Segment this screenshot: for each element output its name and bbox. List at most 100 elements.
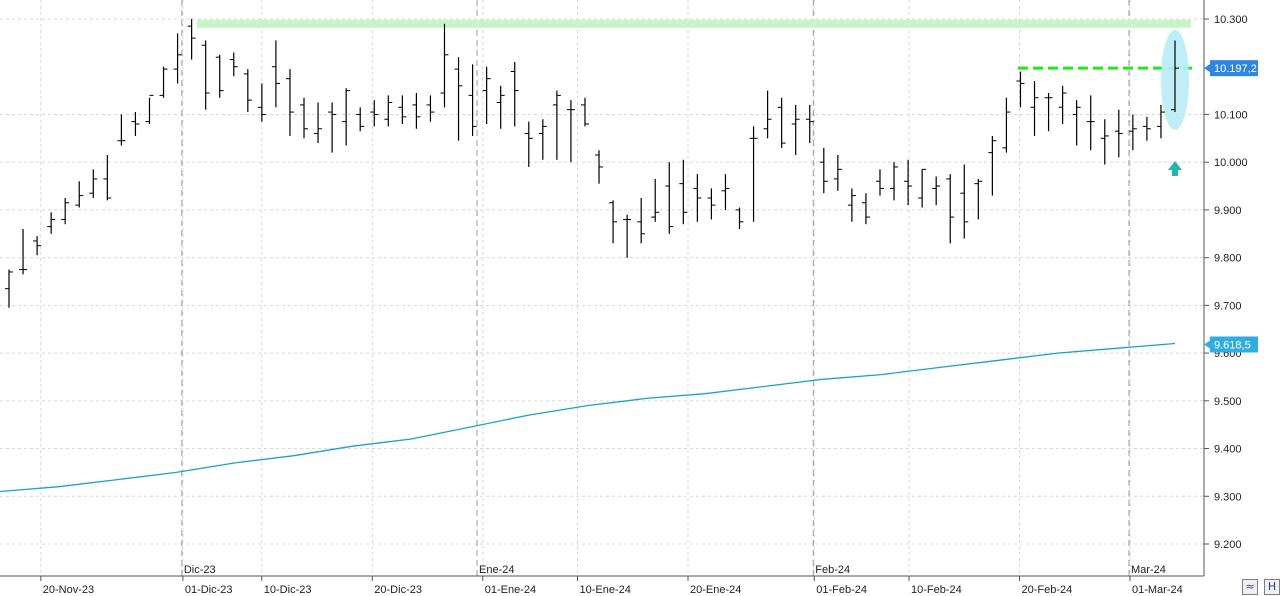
- ohlc-bar: [819, 147, 828, 194]
- ohlc-bar: [679, 159, 688, 225]
- grid: [0, 0, 1204, 576]
- ohlc-bar: [1114, 109, 1123, 158]
- month-label: Ene-24: [479, 564, 514, 576]
- y-axis: 10.30010.10010.0009.9009.8009.7009.6009.…: [1203, 0, 1248, 576]
- ohlc-bar: [47, 212, 56, 234]
- month-label: Dic-23: [184, 564, 216, 576]
- ohlc-bar: [707, 188, 716, 220]
- resistance-band: [197, 19, 1191, 28]
- ohlc-bar: [19, 229, 28, 275]
- ohlc-bar: [693, 174, 702, 222]
- ohlc-bar: [229, 52, 238, 77]
- ma-price-tag-pointer: [1204, 340, 1210, 349]
- ohlc-bar: [173, 33, 182, 84]
- ohlc-bar: [932, 176, 941, 206]
- ohlc-bar: [370, 100, 379, 127]
- y-tick-label: 10.000: [1214, 157, 1248, 169]
- ma-line: [0, 342, 1176, 493]
- y-tick-label: 9.500: [1214, 396, 1242, 408]
- ohlc-bar: [1100, 119, 1109, 165]
- ohlc-bar: [1128, 114, 1137, 151]
- ohlc-bar: [538, 119, 547, 160]
- ohlc-bar: [974, 178, 983, 220]
- ohlc-bar: [384, 95, 393, 127]
- ohlc-bar: [5, 269, 13, 308]
- ohlc-bar: [735, 207, 744, 229]
- last-price-tag-pointer: [1204, 64, 1210, 73]
- wave-icon[interactable]: ≈: [1242, 579, 1258, 595]
- ohlc-bar: [33, 236, 42, 256]
- ohlc-bar: [285, 69, 294, 136]
- x-tick-label: 20-Ene-24: [690, 584, 741, 596]
- ohlc-bar: [131, 112, 140, 136]
- ohlc-bar: [1142, 116, 1151, 141]
- ohlc-bar: [243, 69, 252, 113]
- ohlc-bar: [904, 159, 913, 206]
- month-label: Mar-24: [1131, 564, 1166, 576]
- ohlc-bar: [988, 135, 997, 196]
- ohlc-bar: [791, 104, 800, 156]
- x-tick-label: 01-Dic-23: [185, 584, 233, 596]
- ohlc-bar: [496, 85, 505, 129]
- ohlc-bar: [314, 102, 323, 144]
- x-tick-label: 01-Feb-24: [816, 584, 867, 596]
- ohlc-bar: [861, 193, 870, 225]
- ohlc-bar: [356, 107, 365, 132]
- ohlc-bar: [918, 168, 927, 208]
- ohlc-bar: [875, 169, 884, 196]
- ohlc-bar: [524, 121, 533, 167]
- ohlc-bar: [946, 174, 955, 244]
- ohlc-bar: [566, 100, 575, 163]
- ohlc-bar: [342, 88, 351, 146]
- y-tick-label: 9.900: [1214, 205, 1242, 217]
- ohlc-bar: [847, 188, 856, 222]
- ohlc-bar: [1171, 40, 1179, 113]
- y-tick-label: 9.300: [1214, 491, 1242, 503]
- ohlc-bar: [651, 178, 660, 222]
- ohlc-bar: [805, 104, 814, 144]
- ma-price-tag-text: 9.618,5: [1214, 340, 1251, 352]
- month-label: Feb-24: [815, 564, 850, 576]
- x-tick-label: 01-Ene-24: [485, 584, 536, 596]
- ohlc-bar: [777, 97, 786, 148]
- ohlc-bar: [271, 40, 280, 108]
- x-tick-label: 20-Dic-23: [374, 584, 422, 596]
- ohlc-bar: [1072, 100, 1081, 146]
- ohlc-bar: [960, 164, 969, 239]
- ohlc-bar: [440, 23, 449, 108]
- last-price-tag-bg: [1210, 60, 1258, 77]
- x-tick-label: 20-Nov-23: [43, 584, 94, 596]
- ohlc-bar: [103, 155, 112, 201]
- ohlc-bar: [749, 126, 758, 222]
- ohlc-bar: [159, 66, 168, 98]
- ma-price-tag: 9.618,5: [1204, 336, 1258, 353]
- ohlc-bar: [426, 95, 435, 122]
- x-tick-label: 10-Dic-23: [264, 584, 312, 596]
- ohlc-bar: [623, 214, 632, 258]
- month-separators: [181, 0, 1130, 576]
- ohlc-bar: [833, 155, 842, 191]
- price-tags: 10.197,2 9.618,5: [1204, 60, 1258, 353]
- ohlc-bar: [1156, 104, 1165, 139]
- x-axis: 20-Nov-23 01-Dic-23 10-Dic-23 20-Dic-23 01-E…: [0, 564, 1204, 596]
- y-tick-label: 9.400: [1214, 444, 1242, 456]
- ohlc-bar: [665, 162, 674, 234]
- ohlc-bar: [1086, 95, 1095, 151]
- ohlc-bar: [609, 200, 618, 244]
- ohlc-bar: [468, 64, 477, 136]
- ohlc-bar: [595, 150, 604, 184]
- ohlc-bar: [552, 90, 561, 160]
- ma-price-tag-bg: [1210, 336, 1258, 353]
- x-tick-label: 10-Feb-24: [911, 584, 962, 596]
- h-icon[interactable]: H: [1264, 579, 1280, 595]
- ohlc-bar: [890, 162, 899, 201]
- ohlc-bar: [215, 54, 224, 98]
- ohlc-bar: [1044, 92, 1053, 132]
- ohlc-bar: [145, 94, 154, 124]
- ohlc-bar: [75, 181, 84, 208]
- ohlc-bar: [300, 97, 309, 139]
- last-price-tag-text: 10.197,2: [1214, 63, 1257, 75]
- ohlc-bar: [61, 197, 70, 225]
- up-arrow-shape: [1168, 161, 1182, 176]
- ohlc-bar: [257, 83, 266, 122]
